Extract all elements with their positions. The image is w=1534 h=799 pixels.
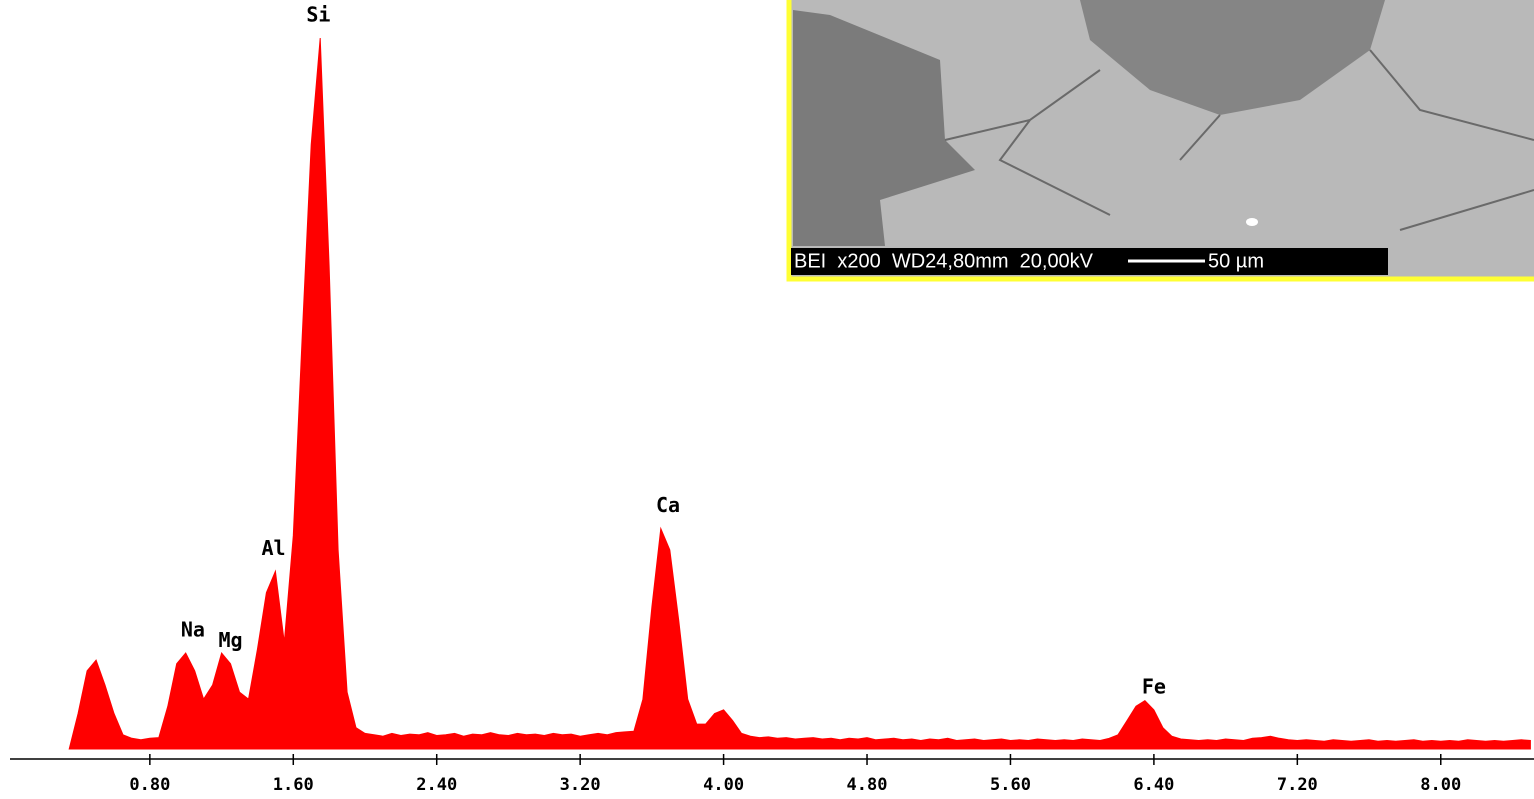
inset-spot	[1246, 218, 1258, 226]
x-tick-label: 2.40	[416, 775, 457, 795]
peak-label: Si	[306, 3, 330, 27]
x-tick-label: 3.20	[560, 775, 601, 795]
x-tick-label: 4.00	[703, 775, 744, 795]
x-tick-label: 6.40	[1133, 775, 1174, 795]
x-tick-label: 1.60	[273, 775, 314, 795]
peak-label: Mg	[218, 628, 242, 652]
peak-label: Fe	[1142, 674, 1166, 698]
peak-label: Ca	[656, 493, 680, 517]
peak-label: Al	[262, 536, 286, 560]
x-tick-label: 5.60	[990, 775, 1031, 795]
x-tick-label: 7.20	[1277, 775, 1318, 795]
inset-caption: BEI x200 WD24,80mm 20,00kV	[794, 250, 1094, 272]
sem-inset: BEI x200 WD24,80mm 20,00kV 50 µm	[789, 0, 1534, 279]
x-tick-label: 0.80	[129, 775, 170, 795]
inset-scale: 50 µm	[1208, 250, 1264, 272]
x-tick-label: 8.00	[1420, 775, 1461, 795]
peak-label: Na	[181, 618, 205, 642]
chart: 0.80 1.60 2.40 3.20 4.00 4.80 5.60 6.40 7.20 8.00…	[0, 0, 1534, 799]
x-tick-label: 4.80	[847, 775, 888, 795]
